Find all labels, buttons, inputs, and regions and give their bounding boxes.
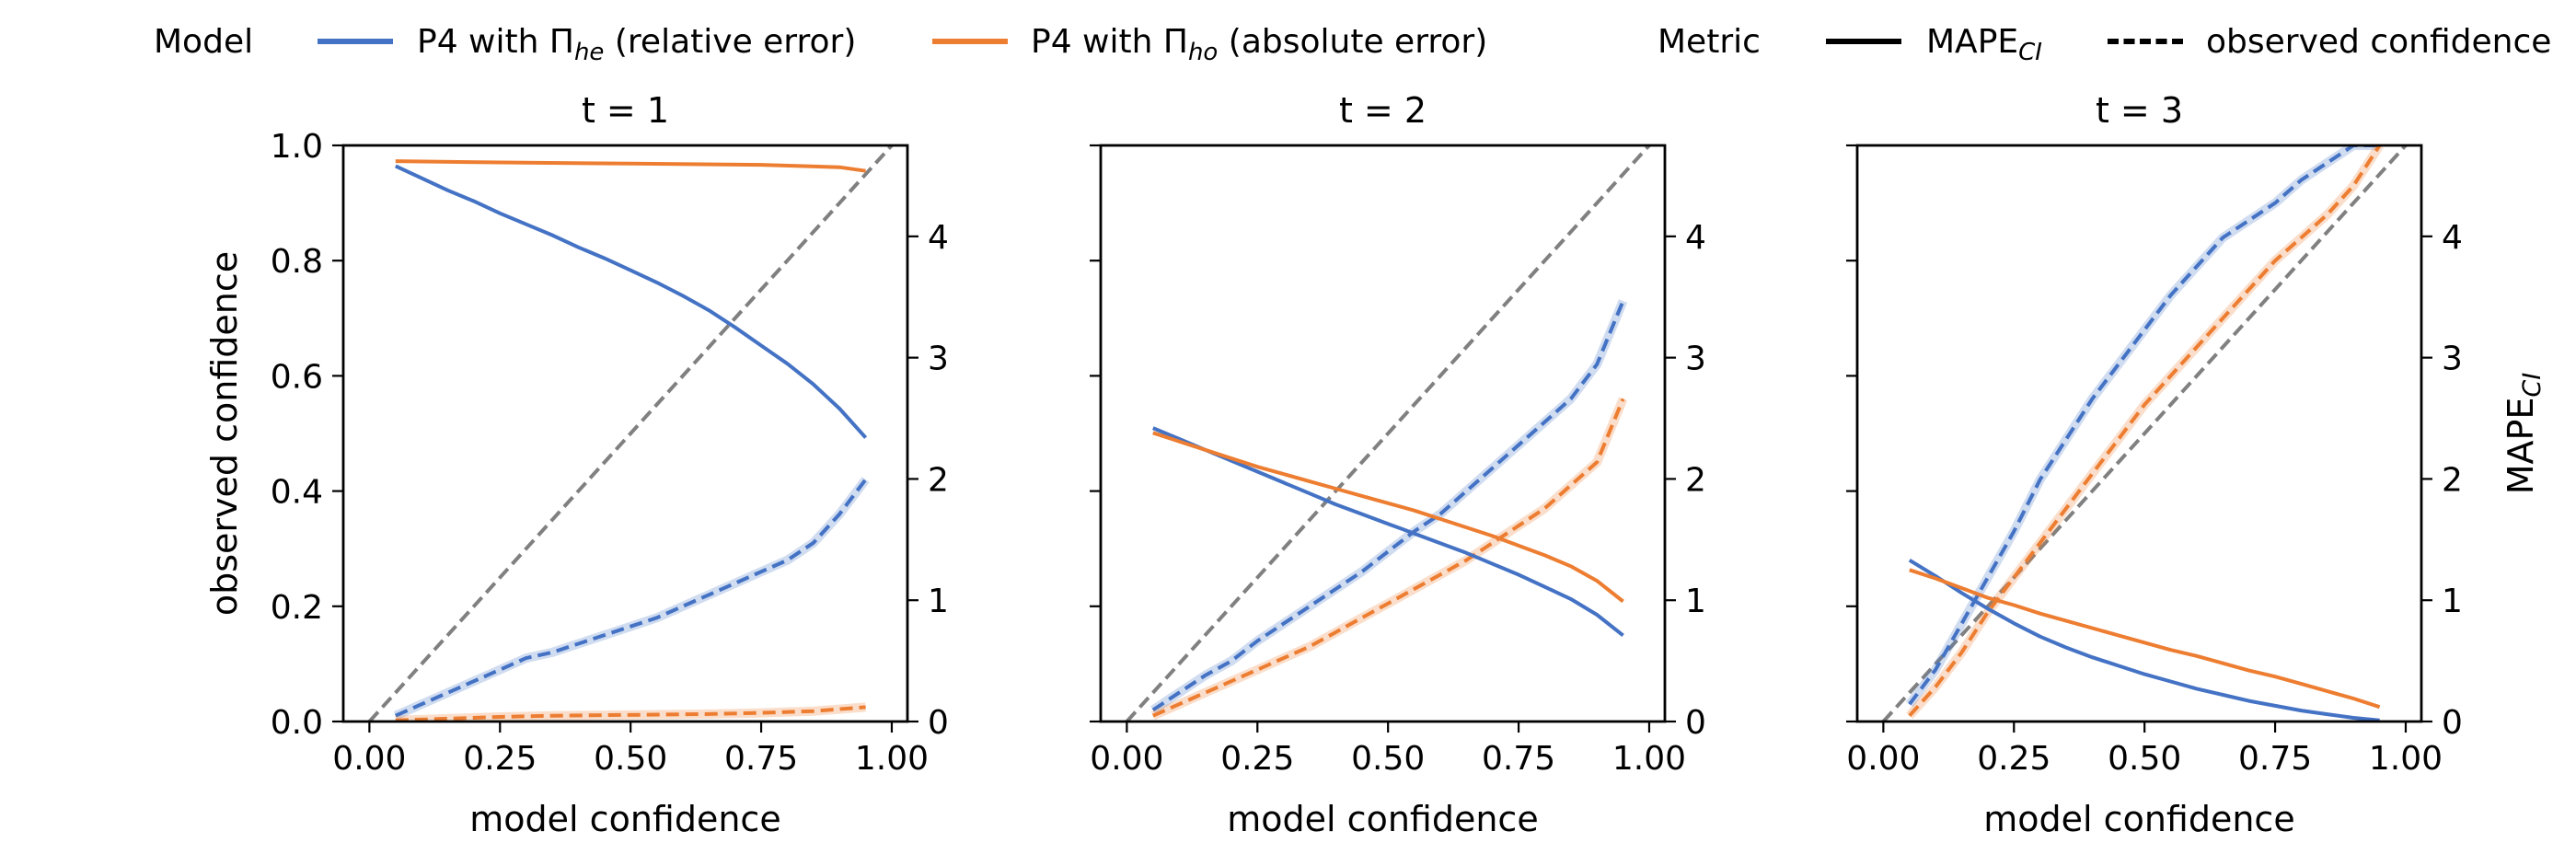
- y-tick-label: 0.0: [271, 704, 323, 742]
- x-tick-label: 0.50: [2108, 740, 2181, 778]
- x-tick-label: 1.00: [1612, 740, 1686, 778]
- x-axis-label: model confidence: [1227, 799, 1538, 839]
- y2-tick-label: 1: [928, 583, 949, 620]
- relative-error-mape-line: [1152, 426, 1624, 637]
- chart-panel-t1: 0.00 0.25 0.50 0.75 1.000.00.20.40.60.81.001…: [204, 90, 949, 839]
- y2-tick-label: 3: [1685, 341, 1706, 378]
- absolute-error-mape-line: [1152, 431, 1624, 604]
- legend-metric-title: Metric: [1658, 23, 1761, 61]
- panel-title: t = 2: [1339, 90, 1427, 131]
- legend-entry-mape: MAPECI: [1926, 11, 2042, 74]
- y2-tick-label: 3: [928, 341, 949, 378]
- plot-area: [1881, 145, 2409, 722]
- x-tick-label: 0.00: [332, 740, 406, 778]
- y-tick-label: 0.4: [271, 474, 323, 512]
- x-tick-label: 0.25: [463, 740, 537, 778]
- plot-frame: [1099, 144, 1667, 723]
- y2-axis-label-main: MAPE: [2501, 398, 2541, 495]
- x-tick-label: 0.00: [1090, 740, 1163, 778]
- x-tick-label: 0.75: [2238, 740, 2312, 778]
- y2-tick-label: 0: [2442, 704, 2463, 742]
- absolute-error-mape-line: [395, 159, 866, 173]
- x-tick-label: 0.25: [1977, 740, 2050, 778]
- y2-tick-label: 4: [1685, 219, 1706, 257]
- relative-error-mape-line: [394, 164, 868, 439]
- relative-error-mape-line: [1908, 558, 2380, 722]
- y2-tick-label: 1: [1685, 583, 1706, 620]
- plot-frame: [341, 144, 909, 723]
- y2-tick-label: 4: [2442, 219, 2463, 257]
- x-tick-label: 0.25: [1220, 740, 1294, 778]
- x-tick-label: 0.00: [1846, 740, 1920, 778]
- y2-axis-label: MAPECI: [2501, 373, 2547, 495]
- perfect-calibration-line: [367, 145, 895, 722]
- legend-entry-absolute-error: P4 with Πho (absolute error): [1031, 11, 1487, 74]
- y2-tick-label: 4: [928, 219, 949, 257]
- x-tick-label: 1.00: [855, 740, 929, 778]
- legend-swatch-solid: [1826, 39, 1901, 44]
- chart-panel-t2: 0.00 0.25 0.50 0.75 1.000 1 2 3 4 t = 2 model conf…: [1090, 90, 1706, 839]
- y2-tick-label: 2: [928, 461, 949, 499]
- relative-error-observed-confidence-line: [1908, 145, 2380, 706]
- y2-tick-label: 0: [928, 704, 949, 742]
- legend-entry-observed-confidence: observed confidence: [2206, 23, 2552, 61]
- y2-tick-label: 1: [2442, 583, 2463, 620]
- absolute-error-mape-line: [1909, 568, 2381, 710]
- legend-model-title: Model: [154, 23, 254, 61]
- legend-label-main: P4 with Π: [1031, 23, 1188, 61]
- y-tick-label: 1.0: [271, 128, 323, 166]
- panel-title: t = 1: [582, 90, 669, 131]
- legend-label-sub: he: [573, 39, 605, 66]
- y-tick-label: 0.8: [271, 243, 323, 281]
- legend-label-main: MAPE: [1926, 23, 2019, 61]
- legend-label-sub: CI: [2018, 39, 2042, 66]
- perfect-calibration-line: [1125, 145, 1652, 722]
- x-tick-label: 0.50: [1351, 740, 1425, 778]
- legend-label-tail: (relative error): [604, 23, 857, 61]
- plot-area: [1125, 145, 1652, 722]
- y2-tick-label: 0: [1685, 704, 1706, 742]
- legend-label-tail: (absolute error): [1218, 23, 1488, 61]
- relative-error-observed-confidence-line-band: [393, 477, 870, 721]
- y-tick-label: 0.2: [271, 589, 323, 627]
- x-axis-label: model confidence: [1983, 799, 2294, 839]
- chart-panel-t3: 0.00 0.25 0.50 0.75 1.000 1 2 3 4 t = 3 model conf…: [1846, 90, 2547, 839]
- x-tick-label: 1.00: [2369, 740, 2443, 778]
- panel-title: t = 3: [2096, 90, 2183, 131]
- y2-tick-label: 3: [2442, 341, 2463, 378]
- x-tick-label: 0.75: [1482, 740, 1555, 778]
- absolute-error-observed-confidence-line: [395, 705, 866, 722]
- legend-label-sub: ho: [1187, 39, 1219, 66]
- legend-entry-relative-error: P4 with Πhe (relative error): [417, 11, 856, 74]
- figure-legend: Model P4 with Πhe (relative error) P4 wi…: [0, 11, 2576, 74]
- y2-axis-label-sub: CI: [2518, 373, 2547, 398]
- absolute-error-observed-confidence-line: [1908, 145, 2382, 718]
- x-axis-label: model confidence: [469, 799, 780, 839]
- y2-tick-label: 2: [2442, 461, 2463, 499]
- absolute-error-observed-confidence-line: [1151, 398, 1625, 718]
- perfect-calibration-line: [1881, 145, 2409, 722]
- x-tick-label: 0.75: [724, 740, 798, 778]
- legend-swatch-dashed: [2108, 39, 2183, 44]
- relative-error-observed-confidence-line: [394, 478, 868, 718]
- plot-area: [367, 145, 895, 722]
- relative-error-observed-confidence-line: [1151, 300, 1625, 712]
- y-axis-label: observed confidence: [204, 251, 245, 616]
- legend-swatch-relative-error: [318, 39, 393, 44]
- legend-label-main: P4 with Π: [417, 23, 574, 61]
- plot-frame: [1855, 144, 2423, 723]
- y2-tick-label: 2: [1685, 461, 1706, 499]
- y-tick-label: 0.6: [271, 358, 323, 396]
- legend-swatch-absolute-error: [932, 39, 1008, 44]
- x-tick-label: 0.50: [594, 740, 667, 778]
